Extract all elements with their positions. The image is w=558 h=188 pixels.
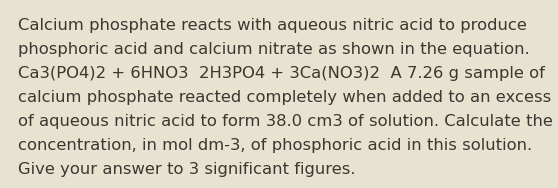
- Text: calcium phosphate reacted completely when added to an excess: calcium phosphate reacted completely whe…: [18, 90, 551, 105]
- Text: of aqueous nitric acid to form 38.0 cm3 of solution. Calculate the: of aqueous nitric acid to form 38.0 cm3 …: [18, 114, 553, 129]
- Text: Calcium phosphate reacts with aqueous nitric acid to produce: Calcium phosphate reacts with aqueous ni…: [18, 18, 527, 33]
- Text: concentration, in mol dm-3, of phosphoric acid in this solution.: concentration, in mol dm-3, of phosphori…: [18, 138, 532, 153]
- Text: Ca3(PO4)2 + 6HNO3  2H3PO4 + 3Ca(NO3)2  A 7.26 g sample of: Ca3(PO4)2 + 6HNO3 2H3PO4 + 3Ca(NO3)2 A 7…: [18, 66, 545, 81]
- Text: Give your answer to 3 significant figures.: Give your answer to 3 significant figure…: [18, 162, 355, 177]
- Text: phosphoric acid and calcium nitrate as shown in the equation.: phosphoric acid and calcium nitrate as s…: [18, 42, 530, 57]
